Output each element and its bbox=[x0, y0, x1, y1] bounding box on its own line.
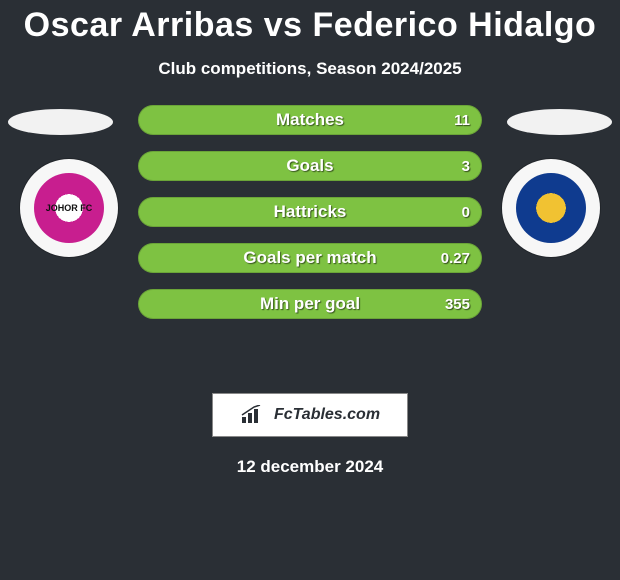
club-badge-right bbox=[502, 159, 600, 257]
player-oval-right bbox=[507, 109, 612, 135]
stat-label: Hattricks bbox=[274, 202, 347, 222]
brand-badge: FcTables.com bbox=[212, 393, 408, 437]
stat-value-right: 11 bbox=[454, 112, 470, 129]
stat-row: Goals per match 0.27 bbox=[138, 243, 482, 273]
stat-label: Goals bbox=[286, 156, 333, 176]
club-badge-right-inner bbox=[516, 173, 586, 243]
stat-row: Matches 11 bbox=[138, 105, 482, 135]
stat-value-right: 0 bbox=[462, 204, 470, 221]
stat-label: Goals per match bbox=[243, 248, 376, 268]
comparison-stage: JOHOR FC Matches 11 Goals 3 Hattricks 0 Goals … bbox=[0, 105, 620, 385]
stat-label: Matches bbox=[276, 110, 344, 130]
page-title: Oscar Arribas vs Federico Hidalgo bbox=[0, 0, 620, 45]
date-line: 12 december 2024 bbox=[0, 457, 620, 477]
subtitle: Club competitions, Season 2024/2025 bbox=[0, 59, 620, 79]
player-oval-left bbox=[8, 109, 113, 135]
brand-text: FcTables.com bbox=[274, 406, 380, 424]
club-badge-left-inner: JOHOR FC bbox=[34, 173, 104, 243]
stat-value-right: 3 bbox=[462, 158, 470, 175]
brand-chart-icon bbox=[240, 405, 268, 425]
stat-value-right: 355 bbox=[445, 296, 470, 313]
club-badge-left: JOHOR FC bbox=[20, 159, 118, 257]
stat-row: Goals 3 bbox=[138, 151, 482, 181]
stat-label: Min per goal bbox=[260, 294, 360, 314]
stat-bars: Matches 11 Goals 3 Hattricks 0 Goals per match… bbox=[138, 105, 482, 335]
stat-value-right: 0.27 bbox=[441, 250, 470, 267]
stat-row: Hattricks 0 bbox=[138, 197, 482, 227]
stat-row: Min per goal 355 bbox=[138, 289, 482, 319]
